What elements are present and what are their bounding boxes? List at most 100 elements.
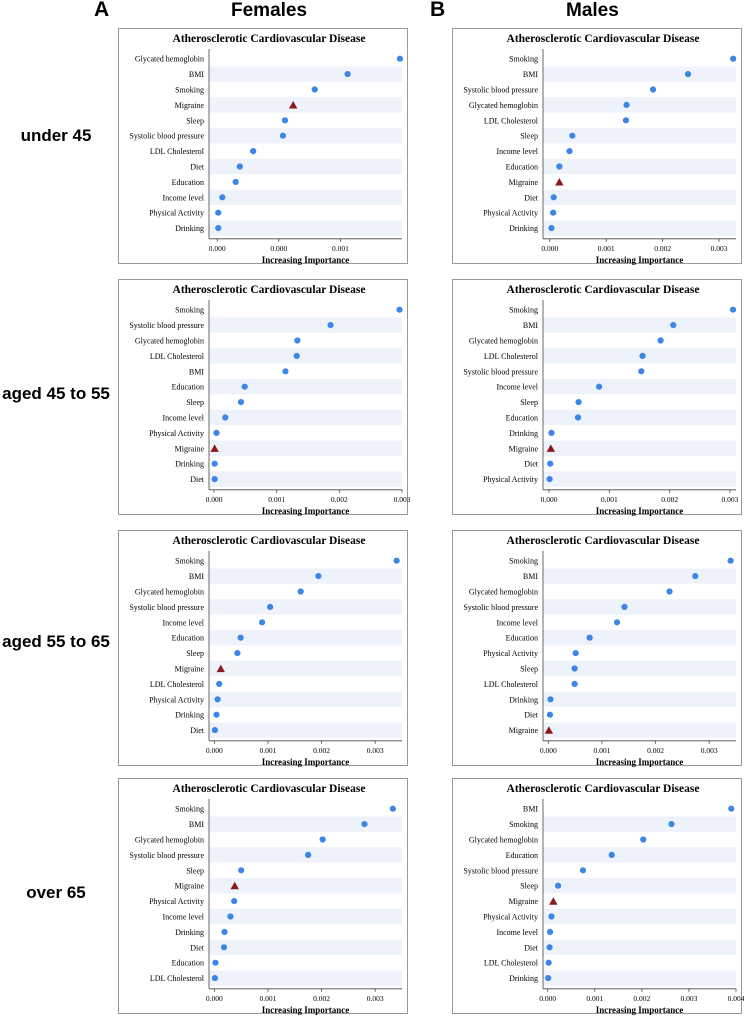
data-point [305, 851, 312, 858]
data-point [215, 225, 222, 232]
row-band [543, 630, 736, 646]
data-point [282, 368, 289, 375]
x-axis-title: Increasing Importance [262, 255, 350, 265]
row-band [543, 66, 736, 82]
category-label: Systolic blood pressure [129, 321, 204, 330]
data-point [571, 680, 578, 687]
x-axis-title: Increasing Importance [596, 255, 684, 265]
category-label: Drinking [509, 429, 538, 438]
row-label-over-65: over 65 [26, 883, 86, 902]
x-tick-label: 0.000 [541, 495, 558, 504]
row-band [209, 128, 402, 144]
x-tick-label: 0.000 [539, 994, 556, 1003]
panel-letter-a: A [94, 0, 110, 21]
data-point [579, 867, 587, 874]
row-band [209, 630, 402, 646]
data-point [547, 460, 554, 467]
category-label: Education [172, 383, 204, 392]
x-tick-label: 0.000 [206, 746, 223, 755]
chart-title: Atherosclerotic Cardiovascular Disease [173, 284, 366, 296]
category-label: Income level [162, 193, 204, 202]
category-label: LDL Cholesterol [150, 147, 205, 156]
data-point [639, 352, 646, 359]
x-tick-label: 0.003 [367, 746, 384, 755]
data-point [297, 588, 304, 595]
migraine-triangle-marker [216, 664, 225, 673]
x-tick-label: 0.000 [206, 495, 223, 504]
data-point [727, 557, 734, 564]
category-label: Physical Activity [149, 209, 204, 218]
category-label: Drinking [175, 928, 204, 937]
category-label: Physical Activity [483, 913, 538, 922]
data-point [220, 944, 228, 951]
row-band [209, 599, 402, 615]
x-tick-label: 0.003 [394, 495, 411, 504]
data-point [267, 603, 274, 610]
category-label: Physical Activity [149, 897, 204, 906]
column-title-females: Females [231, 0, 308, 21]
data-point [393, 557, 400, 564]
row-band [209, 878, 402, 894]
migraine-triangle-marker [555, 178, 564, 186]
data-point [566, 148, 573, 155]
data-point [621, 603, 628, 610]
category-label: Smoking [509, 820, 538, 829]
chart-female-45-55: Atherosclerotic Cardiovascular Disease Sm… [118, 279, 411, 516]
data-point [216, 680, 223, 687]
data-point [550, 209, 557, 216]
x-tick-label: 0.003 [367, 994, 384, 1003]
data-point [546, 928, 554, 935]
x-axis-title: Increasing Importance [262, 506, 350, 516]
x-tick-label: 0.001 [601, 495, 618, 504]
row-band [543, 660, 736, 677]
category-label: Smoking [509, 557, 538, 566]
category-label: Migraine [175, 444, 205, 453]
data-point [670, 322, 677, 329]
data-point [575, 399, 582, 406]
data-point [649, 86, 657, 93]
x-tick-label: 0.001 [598, 244, 615, 253]
data-point [640, 836, 647, 843]
data-point [211, 727, 218, 734]
chart-male-over-65: Atherosclerotic Cardiovascular Disease BM… [452, 778, 744, 1015]
row-band [543, 317, 736, 333]
category-label: Education [506, 414, 538, 423]
category-label: Diet [190, 726, 205, 735]
chart-female-under-45: Atherosclerotic Cardiovascular Disease Gl… [118, 28, 408, 265]
data-point [545, 975, 552, 982]
data-point [554, 882, 562, 889]
data-point [574, 414, 582, 421]
category-label: Systolic blood pressure [129, 603, 204, 612]
data-point [548, 913, 555, 920]
data-point [545, 959, 552, 966]
row-band [543, 440, 736, 456]
chart-title: Atherosclerotic Cardiovascular Disease [173, 33, 366, 45]
data-point [258, 619, 266, 626]
x-tick-label: 0.003 [722, 495, 739, 504]
x-tick-label: 0.002 [331, 495, 348, 504]
category-label: Sleep [520, 132, 538, 141]
category-label: Sleep [186, 649, 204, 658]
column-title-males: Males [566, 0, 619, 21]
data-point [232, 178, 239, 185]
row-band [209, 722, 402, 738]
category-label: Income level [496, 383, 538, 392]
row-band [209, 379, 402, 395]
x-tick-label: 0.001 [268, 495, 285, 504]
category-label: BMI [189, 572, 204, 581]
row-band [543, 878, 736, 894]
x-tick-label: 0.003 [680, 994, 697, 1003]
row-band [209, 970, 402, 986]
category-label: LDL Cholesterol [484, 959, 539, 968]
category-label: Physical Activity [149, 695, 204, 704]
category-label: Migraine [175, 101, 205, 110]
migraine-triangle-marker [210, 444, 219, 452]
category-label: Diet [524, 711, 539, 720]
category-label: Physical Activity [483, 475, 538, 484]
category-label: Drinking [509, 695, 538, 704]
row-band [209, 348, 402, 364]
x-tick-label: 0.001 [586, 994, 603, 1003]
row-band [543, 847, 736, 863]
row-band [209, 97, 402, 113]
category-label: BMI [523, 70, 538, 79]
